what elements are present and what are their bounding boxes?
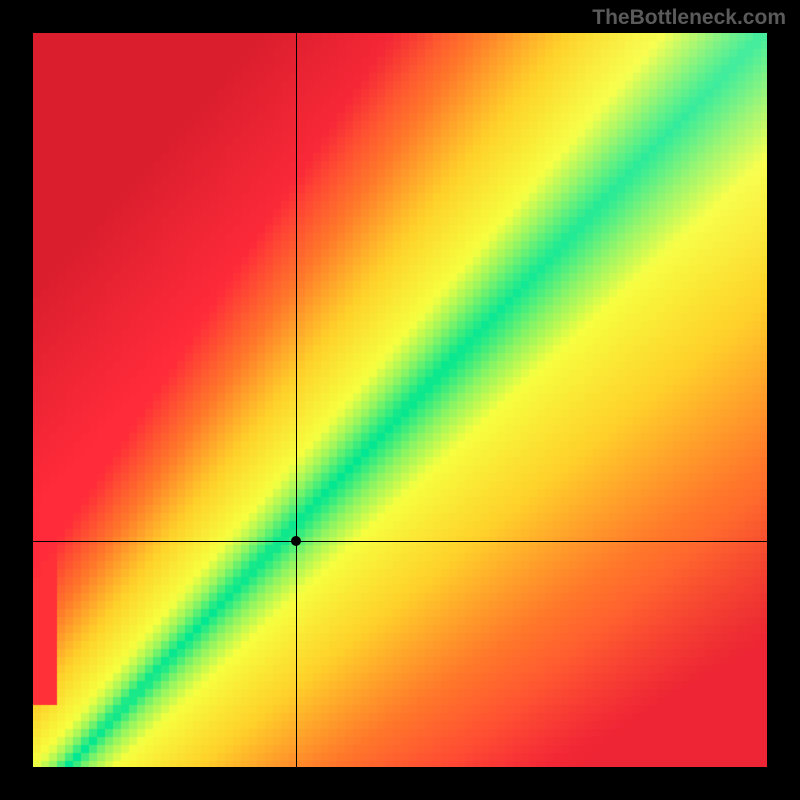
crosshair-vertical bbox=[296, 33, 297, 767]
watermark-text: TheBottleneck.com bbox=[592, 6, 786, 30]
chart-container: TheBottleneck.com bbox=[0, 0, 800, 800]
crosshair-horizontal bbox=[33, 541, 767, 542]
plot-area bbox=[0, 0, 800, 800]
bottleneck-heatmap bbox=[33, 33, 767, 767]
marker-point bbox=[291, 536, 301, 546]
